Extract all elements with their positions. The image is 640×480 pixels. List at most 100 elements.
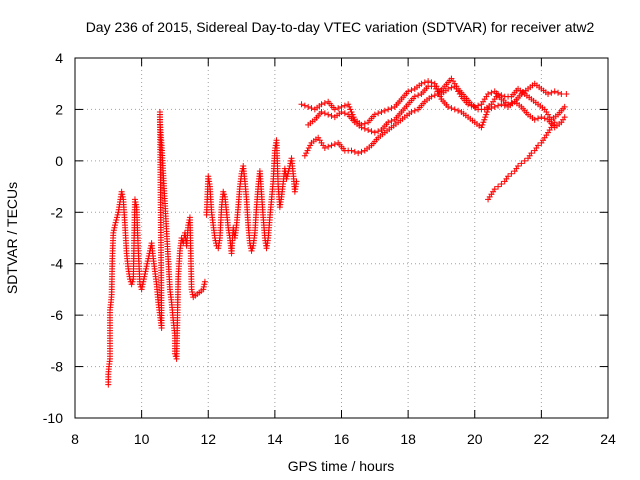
data-point [521, 157, 528, 164]
data-point [411, 93, 418, 100]
data-point [495, 183, 502, 190]
data-point [119, 191, 126, 198]
data-point [498, 181, 505, 187]
series-midday-band [203, 137, 300, 257]
data-point [505, 173, 512, 180]
data-point [220, 188, 227, 195]
data-point [140, 276, 147, 283]
data-point [111, 224, 118, 231]
y-tick-label: 4 [55, 50, 63, 66]
data-point [341, 110, 348, 117]
data-point [189, 289, 196, 295]
data-point [301, 152, 308, 159]
data-point [249, 245, 256, 252]
data-point [561, 114, 568, 121]
data-point [305, 103, 312, 110]
data-point [451, 106, 458, 113]
data-point [347, 106, 354, 113]
data-point [415, 92, 422, 99]
data-point [345, 101, 352, 108]
data-point [418, 80, 425, 87]
data-point [371, 111, 378, 118]
data-point [433, 85, 440, 92]
data-point [348, 147, 355, 154]
data-point [375, 110, 382, 117]
data-point [140, 278, 147, 285]
data-point [501, 102, 508, 109]
data-point [498, 101, 505, 108]
data-point [551, 88, 558, 95]
data-point [144, 258, 151, 265]
data-point [351, 148, 358, 155]
series-second-trace [305, 83, 568, 136]
y-axis-label: SDTVAR / TECUs [4, 182, 20, 294]
x-tick-label: 24 [600, 431, 616, 447]
data-point [495, 91, 502, 97]
data-point [113, 214, 120, 221]
data-point [480, 119, 487, 126]
data-point [378, 109, 385, 115]
data-point [112, 219, 119, 226]
data-point [113, 217, 120, 223]
data-point [110, 227, 117, 234]
data-point [388, 118, 395, 124]
data-point [283, 175, 290, 182]
x-tick-label: 16 [334, 431, 350, 447]
x-tick-label: 10 [134, 431, 150, 447]
data-point [561, 103, 568, 110]
data-point [482, 114, 489, 121]
data-point [495, 102, 502, 109]
data-point [431, 92, 438, 99]
data-point [381, 107, 388, 114]
data-point [303, 150, 310, 157]
data-point [375, 128, 382, 135]
data-point [284, 170, 291, 177]
data-point [535, 115, 542, 122]
x-tick-label: 20 [467, 431, 483, 447]
data-point [555, 89, 562, 96]
data-point [338, 103, 345, 110]
x-tick-label: 12 [200, 431, 216, 447]
data-point [114, 211, 121, 218]
data-point [111, 222, 118, 229]
data-point [518, 160, 525, 167]
data-point [189, 291, 196, 298]
data-point [201, 278, 208, 285]
data-point [331, 141, 338, 148]
data-point [325, 143, 332, 150]
data-point [445, 103, 452, 110]
data-point [328, 112, 335, 119]
data-point [508, 170, 515, 177]
y-tick-label: -4 [51, 256, 64, 272]
data-point [141, 271, 148, 277]
data-point [448, 105, 455, 112]
data-point [335, 105, 342, 112]
data-point [538, 114, 545, 121]
y-tick-label: -8 [51, 359, 64, 375]
data-point [368, 128, 375, 135]
data-point [388, 105, 395, 112]
data-point [338, 109, 345, 115]
data-point [200, 283, 207, 290]
data-point [355, 150, 362, 157]
data-point [221, 191, 228, 198]
series-late-descending-trace [485, 119, 558, 203]
data-point [481, 116, 488, 123]
data-point [405, 88, 412, 95]
x-tick-label: 8 [71, 431, 79, 447]
data-point [488, 89, 495, 96]
data-point [385, 106, 392, 113]
data-point [563, 91, 570, 97]
y-tick-label: -10 [43, 410, 63, 426]
series-lower-trace [301, 75, 568, 159]
x-tick-label: 22 [534, 431, 550, 447]
data-point [491, 103, 498, 110]
data-point [284, 173, 291, 180]
data-point [358, 148, 365, 155]
data-point [141, 273, 148, 280]
data-point [110, 229, 117, 236]
data-point [361, 120, 368, 127]
data-point [301, 102, 308, 109]
